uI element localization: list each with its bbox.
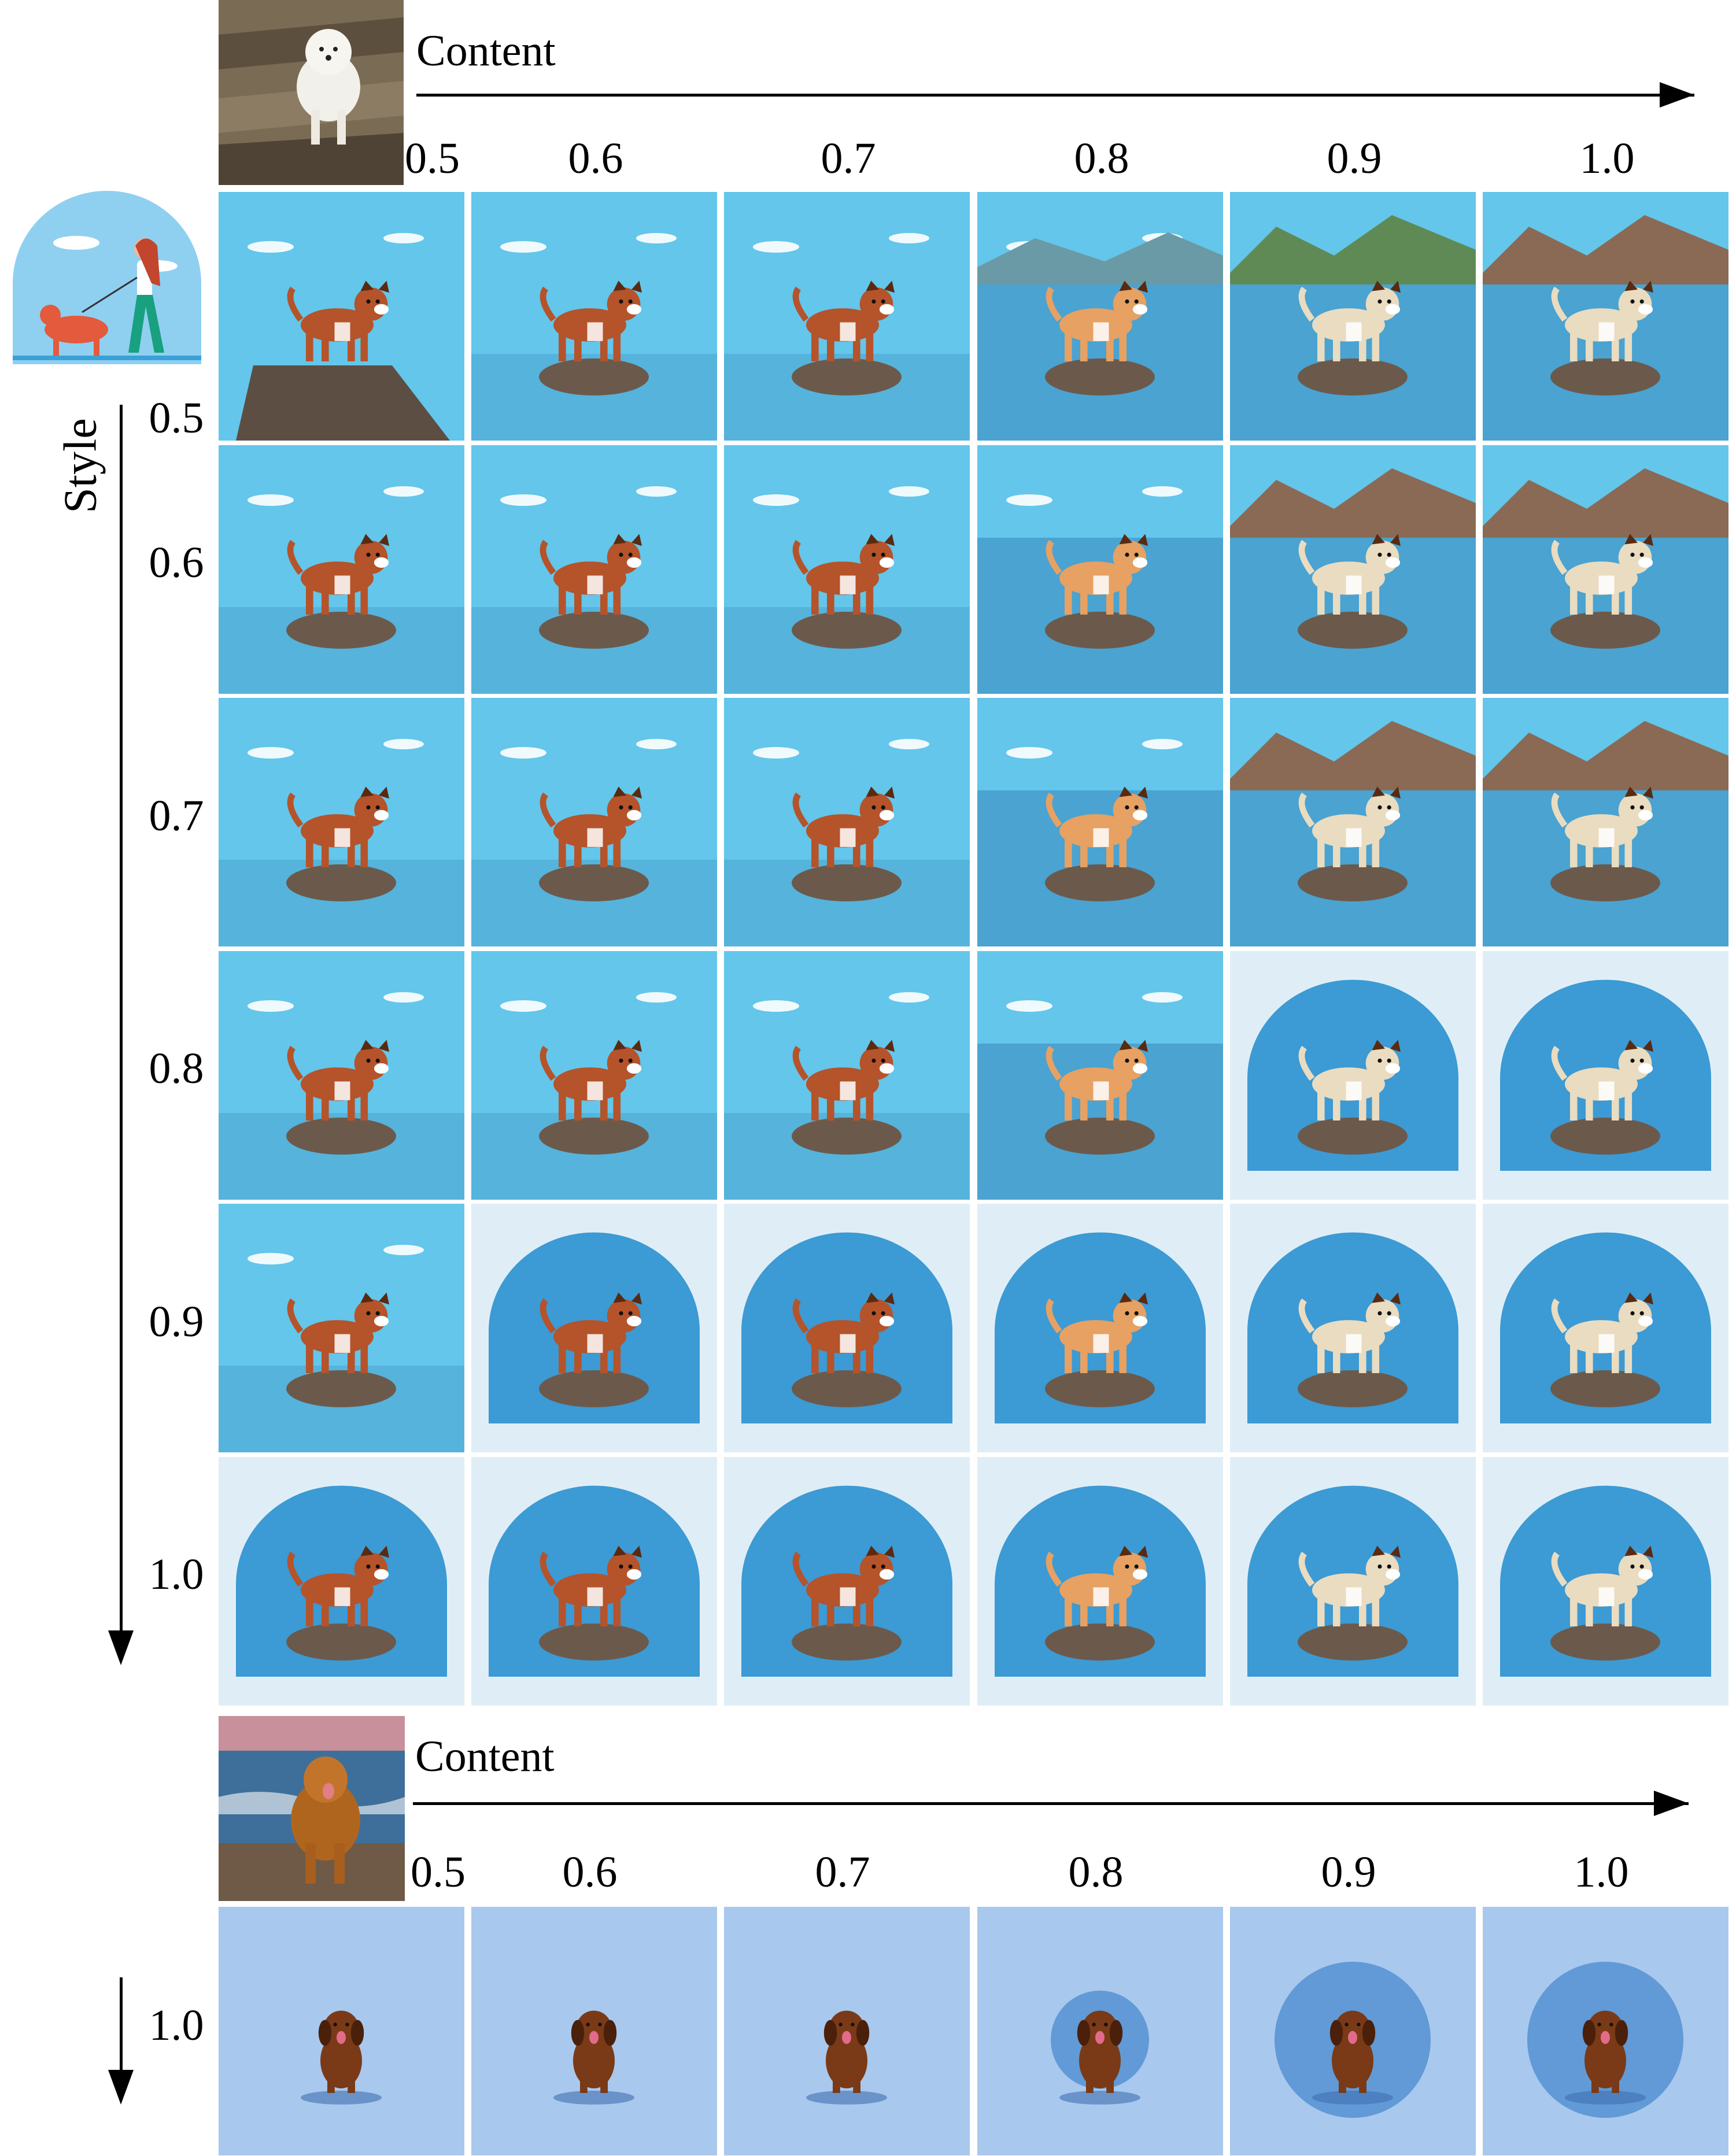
result-image-cell	[977, 1907, 1223, 2155]
content-value-label: 0.5	[411, 1848, 466, 1896]
result-image-cell	[1483, 1457, 1728, 1706]
result-image-cell	[471, 1907, 717, 2155]
content-axis-arrowhead-bottom	[1654, 1791, 1689, 1816]
result-image-cell	[977, 445, 1223, 694]
result-image-cell	[724, 445, 970, 694]
result-image-cell	[471, 445, 717, 694]
style-axis-arrowhead-bottom	[108, 2070, 134, 2105]
style-value-label: 0.7	[149, 792, 204, 840]
content-axis-line-bottom	[413, 1802, 1689, 1805]
style-axis-line	[120, 405, 123, 1636]
result-image-cell	[1230, 698, 1476, 946]
result-image-cell	[1483, 1204, 1728, 1452]
result-image-cell	[471, 192, 717, 441]
result-image-cell	[219, 445, 464, 694]
result-image-cell	[471, 698, 717, 946]
style-value-label: 1.0	[149, 1550, 204, 1599]
content-value-label: 1.0	[1574, 1848, 1629, 1896]
result-image-cell	[1230, 1204, 1476, 1452]
result-image-cell	[471, 1457, 717, 1706]
result-image-cell	[977, 1204, 1223, 1452]
content-value-label: 1.0	[1579, 134, 1635, 183]
style-reference-image-woman-walking-dog	[13, 191, 201, 364]
content-value-label: 0.5	[405, 134, 460, 183]
result-image-cell	[977, 192, 1223, 441]
result-image-cell	[219, 1457, 464, 1706]
result-image-cell	[1483, 445, 1728, 694]
result-image-cell	[977, 1457, 1223, 1706]
style-axis-arrowhead	[108, 1630, 134, 1665]
content-value-label: 0.7	[821, 134, 876, 183]
result-image-cell	[1483, 192, 1728, 441]
result-image-cell	[724, 192, 970, 441]
content-axis-label-bottom: Content	[415, 1732, 555, 1781]
content-value-label: 0.9	[1327, 134, 1382, 183]
result-image-cell	[219, 1907, 464, 2155]
result-image-cell	[1483, 951, 1728, 1200]
style-value-label: 1.0	[149, 2001, 204, 2050]
result-image-cell	[471, 1204, 717, 1452]
result-image-cell	[1230, 192, 1476, 441]
result-image-cell	[724, 698, 970, 946]
content-reference-photo-white-dog	[219, 0, 404, 185]
result-image-cell	[1483, 1907, 1728, 2155]
style-value-label: 0.8	[149, 1044, 204, 1093]
style-value-label: 0.5	[149, 394, 204, 442]
result-image-cell	[977, 951, 1223, 1200]
result-image-cell	[724, 951, 970, 1200]
content-reference-photo-golden-dog-beach	[219, 1716, 405, 1901]
style-value-label: 0.9	[149, 1297, 204, 1346]
result-image-cell	[471, 951, 717, 1200]
result-image-cell	[1230, 445, 1476, 694]
content-value-label: 0.6	[568, 134, 623, 183]
content-value-label: 0.8	[1068, 1848, 1124, 1896]
style-axis-line-bottom	[120, 1977, 123, 2076]
content-axis-label-top: Content	[416, 27, 556, 75]
style-value-label: 0.6	[149, 538, 204, 587]
content-value-label: 0.8	[1074, 134, 1129, 183]
result-image-cell	[219, 698, 464, 946]
result-image-cell	[977, 698, 1223, 946]
result-image-cell	[219, 951, 464, 1200]
content-value-label: 0.6	[562, 1848, 618, 1896]
result-image-cell	[219, 192, 464, 441]
content-value-label: 0.7	[815, 1848, 870, 1896]
content-axis-arrowhead-top	[1660, 82, 1694, 108]
result-image-cell	[724, 1457, 970, 1706]
result-image-cell	[724, 1204, 970, 1452]
result-image-cell	[1230, 1907, 1476, 2155]
content-value-label: 0.9	[1321, 1848, 1376, 1896]
result-image-cell	[219, 1204, 464, 1452]
result-image-cell	[1230, 1457, 1476, 1706]
content-axis-line-top	[416, 94, 1694, 97]
result-image-cell	[1483, 698, 1728, 946]
style-axis-label: Style	[55, 418, 106, 513]
result-image-cell	[1230, 951, 1476, 1200]
result-image-cell	[724, 1907, 970, 2155]
